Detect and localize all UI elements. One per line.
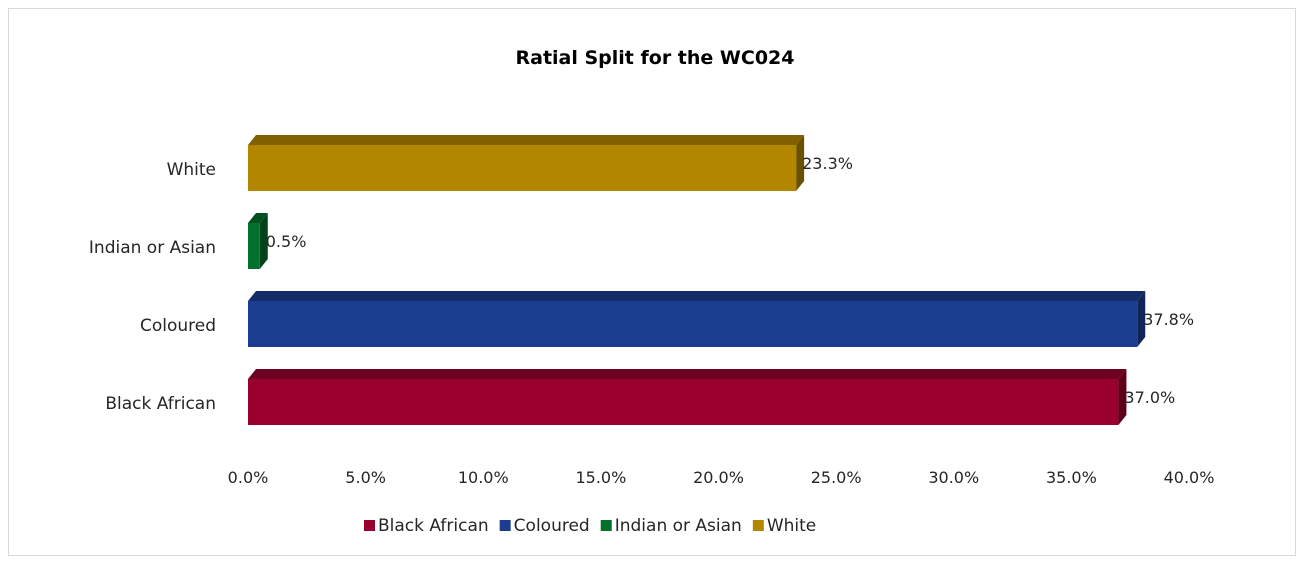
legend-item-coloured: Coloured [499,516,590,536]
category-labels: Black African Coloured Indian or Asian Whit… [89,160,216,414]
bar-side-face [796,135,805,191]
bar-front-face [248,145,797,191]
bar-chart: Ratial Split for the WC024 Black African… [89,47,1215,536]
legend-item-black-african: Black African [364,516,489,536]
bar-coloured [248,291,1146,347]
x-tick-label: 25.0% [811,468,862,487]
x-tick-label: 40.0% [1164,468,1215,487]
bar-side-face [1118,369,1127,425]
x-tick-label: 0.0% [228,468,269,487]
legend-label: Indian or Asian [615,516,742,536]
bar-top-face [248,135,805,145]
category-label: Black African [105,394,216,414]
chart-container: Ratial Split for the WC024 Black African… [8,8,1296,556]
bar-white [248,135,805,191]
bar-top-face [248,291,1146,301]
legend-item-white: White [752,516,816,536]
x-tick-label: 10.0% [458,468,509,487]
legend-swatch [600,520,612,531]
data-label: 0.5% [266,232,307,251]
bar-black-african [248,369,1127,425]
legend-label: Black African [378,516,489,536]
x-tick-label: 30.0% [928,468,979,487]
x-tick-label: 35.0% [1046,468,1097,487]
bar-side-face [1137,291,1146,347]
bar-front-face [248,379,1119,425]
bar-front-face [248,301,1138,347]
legend-swatch [364,520,375,531]
bar-top-face [248,369,1127,379]
bar-front-face [248,223,260,269]
bar-side-face [259,213,268,269]
x-axis-tick-labels: 0.0% 5.0% 10.0% 15.0% 20.0% 25.0% 30.0% 35.0% 40… [228,468,1215,487]
x-tick-label: 5.0% [345,468,386,487]
data-label: 23.3% [802,154,853,173]
legend-swatch [752,520,764,531]
data-labels: 37.0% 37.8% 0.5% 23.3% [266,154,1194,407]
legend-swatch [499,520,511,531]
category-label: Indian or Asian [89,238,216,258]
legend: Black African Coloured Indian or Asian Whit… [364,516,816,536]
bar-indian-or-asian [248,213,268,269]
x-tick-label: 15.0% [575,468,626,487]
chart-title: Ratial Split for the WC024 [516,47,795,69]
legend-label: Coloured [514,516,590,536]
x-tick-label: 20.0% [693,468,744,487]
category-label: White [167,160,216,180]
category-label: Coloured [140,316,216,336]
legend-label: White [767,516,816,536]
data-label: 37.8% [1143,310,1194,329]
data-label: 37.0% [1124,388,1175,407]
bar-top-face [248,213,268,223]
bars-layer [248,135,1146,425]
legend-item-indian-or-asian: Indian or Asian [600,516,742,536]
